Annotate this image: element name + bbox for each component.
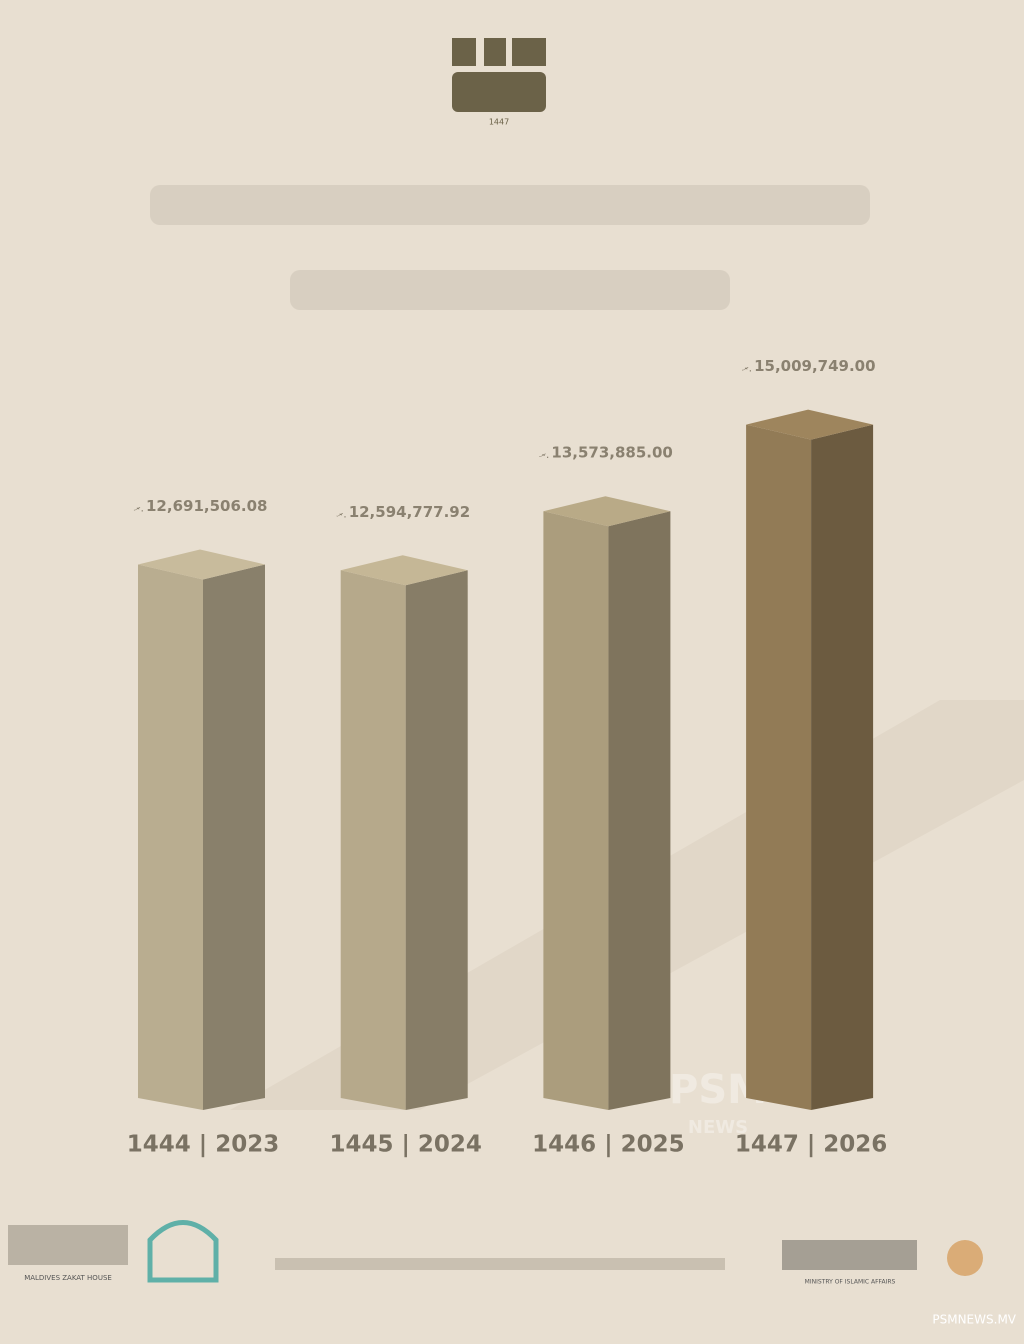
value-label: 12,691,506.08 xyxy=(146,497,267,515)
title-placeholder xyxy=(150,185,870,310)
bar-front xyxy=(746,424,812,1110)
currency: ރ. xyxy=(134,501,144,514)
value-label: 12,594,777.92 xyxy=(349,503,470,521)
bar-front xyxy=(340,570,406,1110)
bar xyxy=(543,496,671,1111)
footer-left-org: MALDIVES ZAKAT HOUSE xyxy=(24,1274,112,1282)
bar-top xyxy=(138,549,265,580)
currency: ރ. xyxy=(337,507,347,520)
x-tick-label: 1447 | 2026 xyxy=(735,1132,887,1158)
footer-right-org: MINISTRY OF ISLAMIC AFFAIRS xyxy=(805,1279,896,1286)
bar-front xyxy=(138,564,203,1110)
year-badge: 1447 xyxy=(489,118,509,127)
value-label: 13,573,885.00 xyxy=(551,444,672,462)
watermark: NEWS xyxy=(688,1117,748,1138)
bar-side xyxy=(608,511,671,1111)
currency: ރ. xyxy=(742,362,752,375)
bar-top xyxy=(340,555,468,586)
x-tick-label: 1446 | 2025 xyxy=(532,1132,684,1158)
bar-side xyxy=(811,424,874,1110)
x-tick-label: 1444 | 2023 xyxy=(127,1132,279,1158)
currency: ރ. xyxy=(539,448,549,461)
footer-text-placeholder xyxy=(275,1258,725,1270)
bar xyxy=(138,549,265,1110)
bar-front xyxy=(543,511,609,1111)
bar xyxy=(340,555,468,1110)
x-tick-label: 1445 | 2024 xyxy=(329,1132,481,1158)
bar-side xyxy=(405,570,468,1110)
bar xyxy=(746,409,874,1110)
footer-left-logo xyxy=(8,1220,219,1283)
logo xyxy=(452,38,546,112)
bar-top xyxy=(543,496,671,527)
value-label: 15,009,749.00 xyxy=(754,357,875,375)
source: PSMNEWS.MV xyxy=(932,1313,1016,1327)
footer-right-logo xyxy=(782,1240,983,1276)
bar-side xyxy=(203,564,265,1110)
bar-top xyxy=(746,409,874,440)
